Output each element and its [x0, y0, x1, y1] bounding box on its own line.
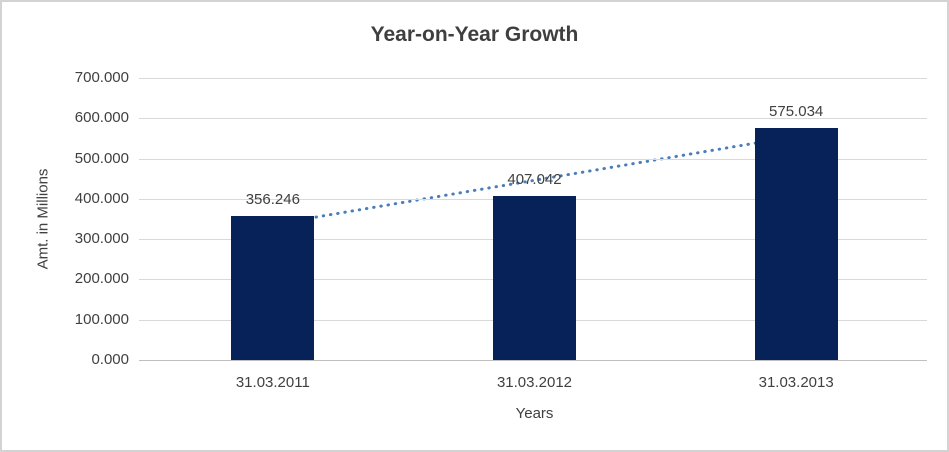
bar-value-label: 407.042	[507, 171, 562, 189]
gridline	[139, 118, 927, 120]
x-tick-label: 31.03.2012	[496, 374, 573, 391]
y-tick-label: 600.000	[74, 109, 129, 127]
bar-value-label: 575.034	[769, 103, 824, 121]
y-tick-label: 100.000	[74, 310, 129, 328]
bar	[754, 128, 838, 360]
y-tick-label: 200.000	[74, 270, 129, 288]
x-axis-line	[139, 360, 927, 361]
gridline	[139, 158, 927, 160]
y-tick-label: 500.000	[74, 149, 129, 167]
y-tick-label: 0.000	[91, 351, 129, 368]
gridline	[139, 78, 927, 79]
bar	[231, 216, 315, 360]
y-tick-label: 300.000	[74, 230, 129, 248]
chart-title: Year-on-Year Growth	[370, 23, 579, 46]
bar	[493, 196, 576, 360]
bar-value-label: 356.246	[245, 191, 300, 209]
y-tick-label: 400.000	[74, 189, 129, 207]
x-tick-label: 31.03.2011	[235, 374, 310, 391]
y-tick-label: 700.000	[74, 69, 129, 86]
y-axis-title: Amt. in Millions	[34, 168, 52, 270]
x-axis-title: Years	[515, 405, 554, 422]
x-tick-label: 31.03.2013	[758, 374, 834, 391]
